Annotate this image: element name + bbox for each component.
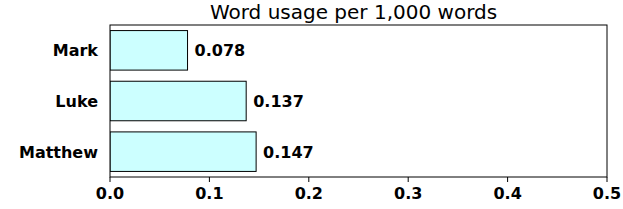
chart-container: Word usage per 1,000 words Mark 0.078 Luke 0… xyxy=(0,0,623,209)
x-tick-label: 0.1 xyxy=(195,184,223,203)
x-tick-label: 0.3 xyxy=(394,184,422,203)
x-axis: 0.0 0.1 0.2 0.3 0.4 0.5 xyxy=(96,177,621,203)
bar xyxy=(110,132,256,172)
category-label: Matthew xyxy=(19,143,98,162)
labels: Mark 0.078 Luke 0.137 Matthew 0.147 xyxy=(19,41,314,161)
plot-frame xyxy=(110,25,607,177)
chart-svg: Word usage per 1,000 words Mark 0.078 Luke 0… xyxy=(0,0,623,209)
x-tick-label: 0.2 xyxy=(295,184,323,203)
data-label: 0.147 xyxy=(263,143,314,162)
title: Word usage per 1,000 words xyxy=(210,0,497,24)
category-label: Luke xyxy=(55,92,98,111)
bar xyxy=(110,81,246,121)
x-tick xyxy=(110,177,111,182)
data-label: 0.137 xyxy=(253,92,304,111)
category-label: Mark xyxy=(53,41,99,60)
x-tick xyxy=(607,177,608,182)
x-tick xyxy=(308,177,309,182)
x-tick-label: 0.5 xyxy=(593,184,621,203)
x-tick xyxy=(209,177,210,182)
data-label: 0.078 xyxy=(195,41,246,60)
bar xyxy=(110,31,188,71)
x-tick-label: 0.4 xyxy=(493,184,521,203)
x-tick xyxy=(408,177,409,182)
x-tick-label: 0.0 xyxy=(96,184,124,203)
x-tick xyxy=(507,177,508,182)
bars xyxy=(110,31,256,172)
